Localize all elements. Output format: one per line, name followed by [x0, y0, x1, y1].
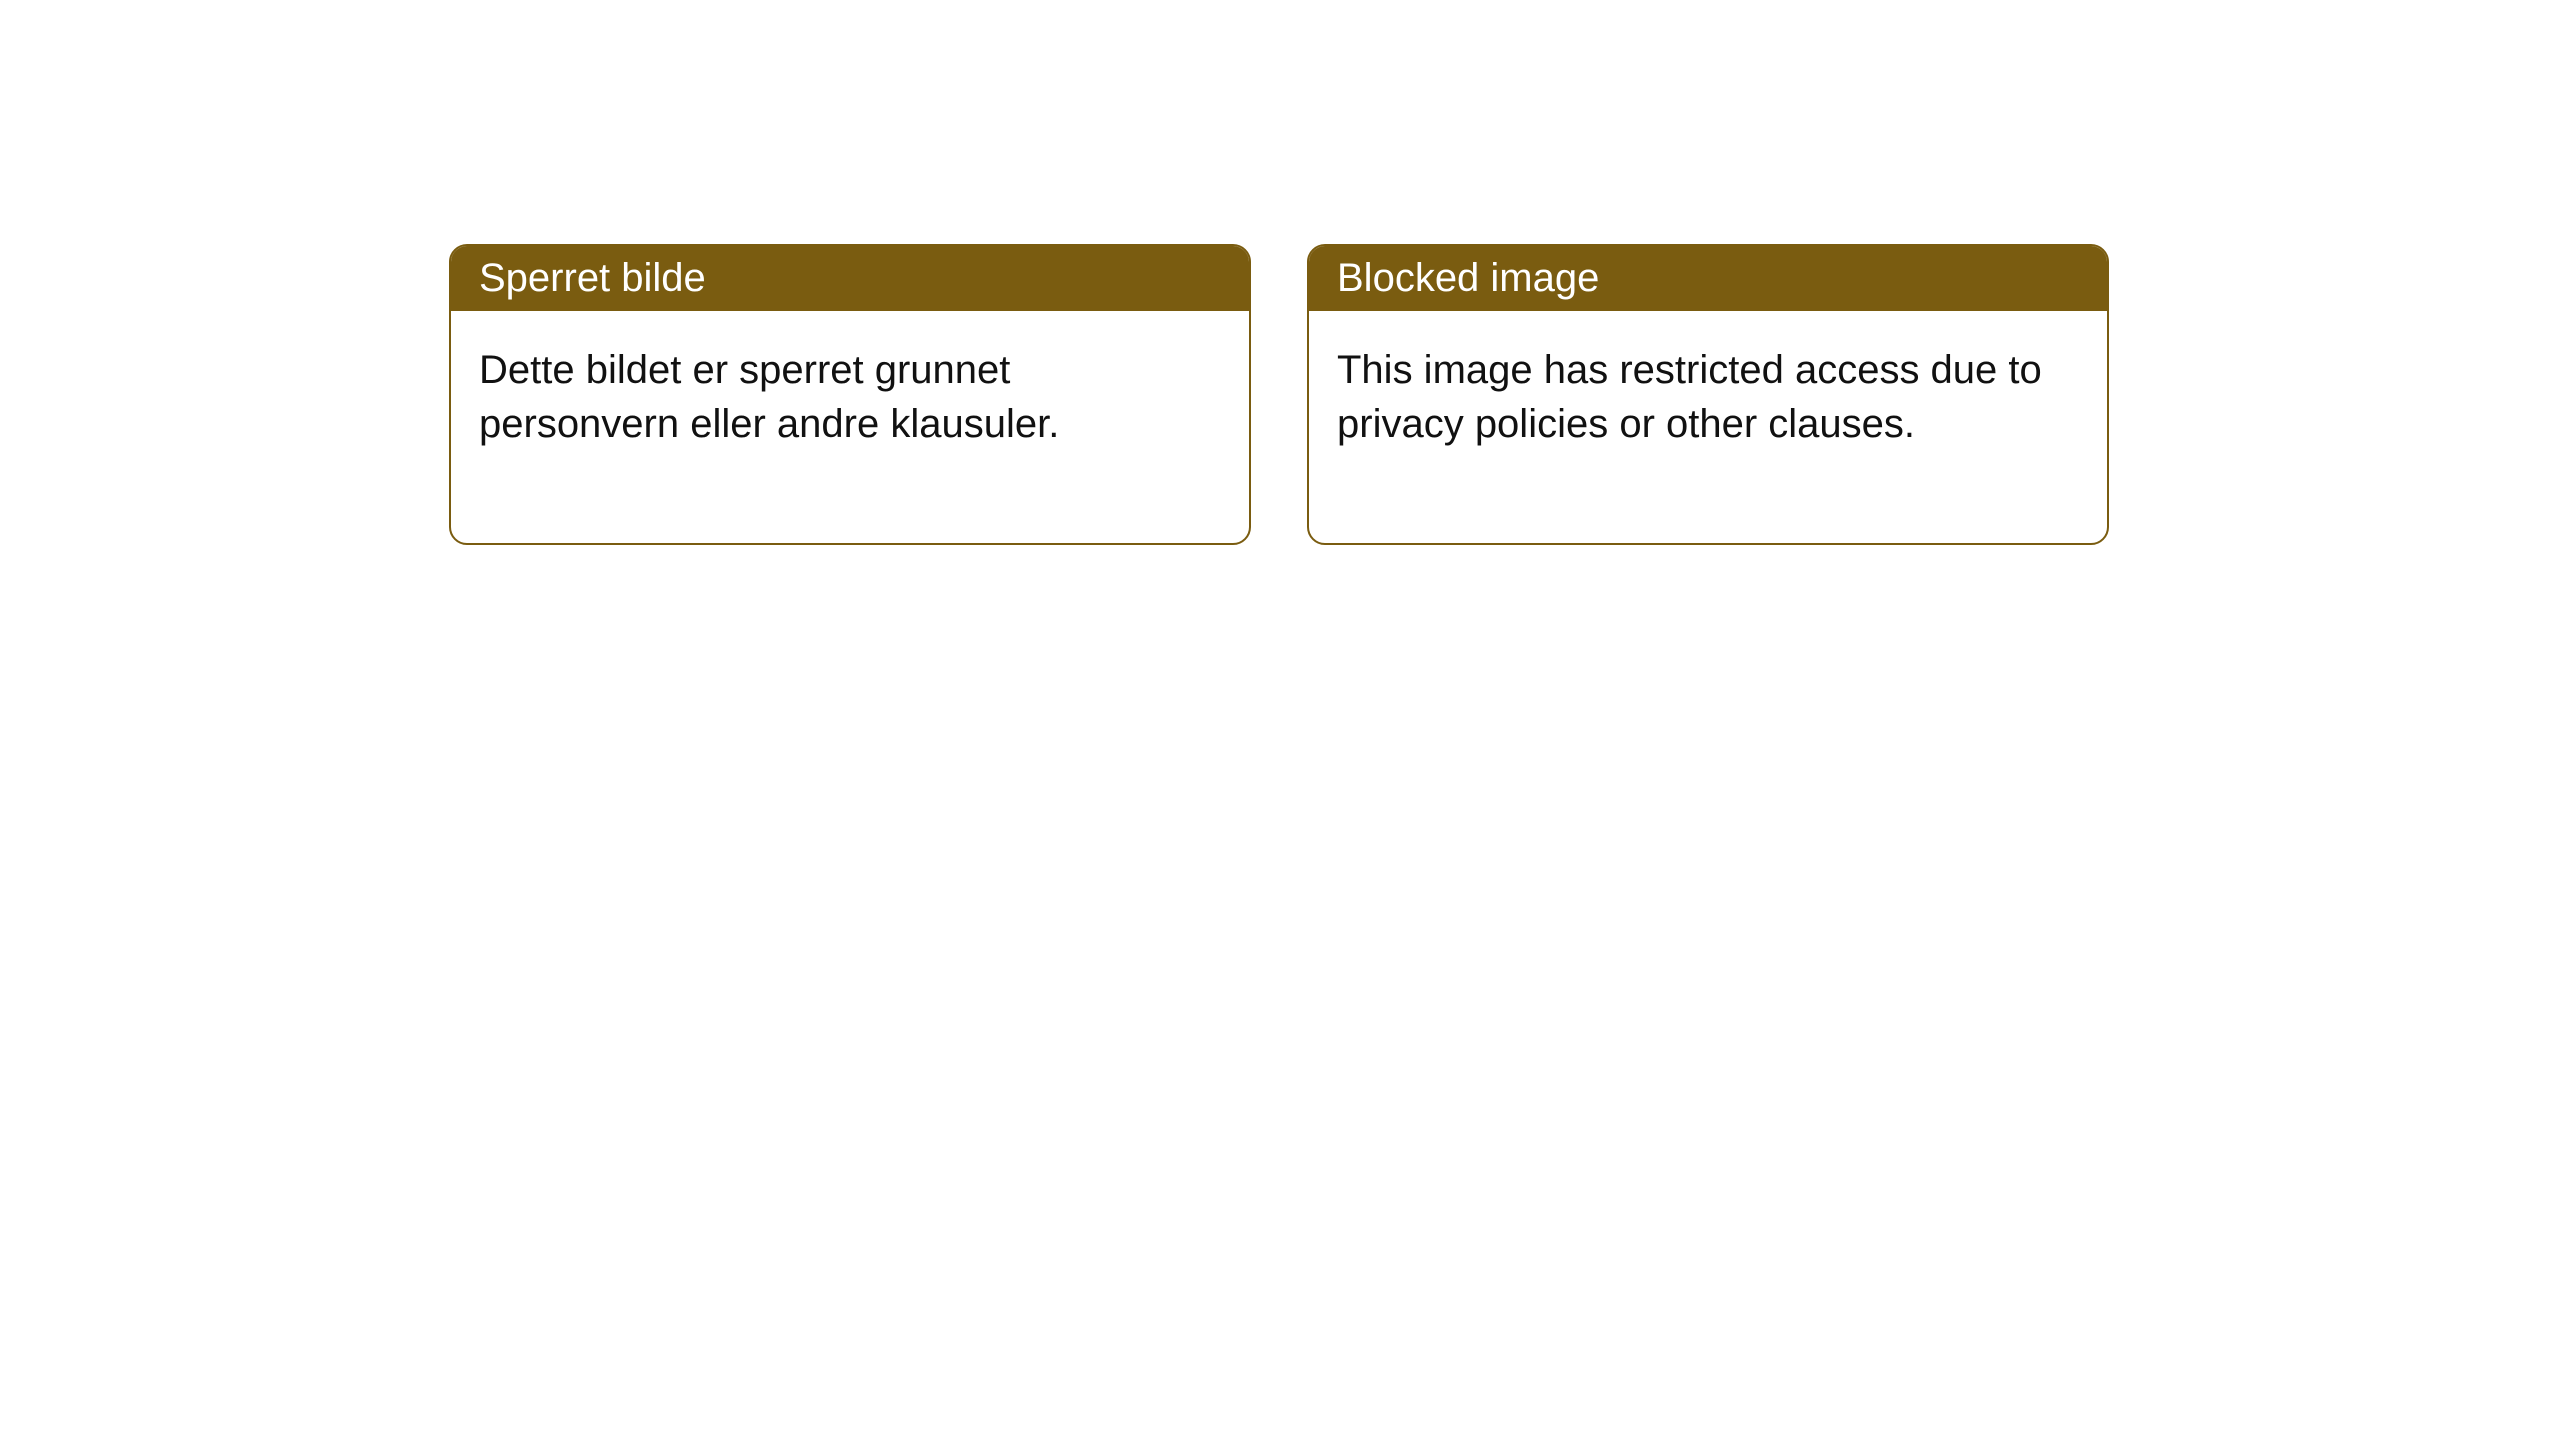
card-body-text: This image has restricted access due to …: [1337, 348, 2042, 446]
card-body-text: Dette bildet er sperret grunnet personve…: [479, 348, 1059, 446]
card-title: Blocked image: [1337, 256, 1599, 300]
card-body: Dette bildet er sperret grunnet personve…: [451, 311, 1249, 543]
card-header: Blocked image: [1309, 246, 2107, 311]
card-title: Sperret bilde: [479, 256, 706, 300]
notice-card-english: Blocked image This image has restricted …: [1307, 244, 2109, 545]
card-body: This image has restricted access due to …: [1309, 311, 2107, 543]
notice-card-norwegian: Sperret bilde Dette bildet er sperret gr…: [449, 244, 1251, 545]
notice-container: Sperret bilde Dette bildet er sperret gr…: [449, 244, 2109, 545]
card-header: Sperret bilde: [451, 246, 1249, 311]
